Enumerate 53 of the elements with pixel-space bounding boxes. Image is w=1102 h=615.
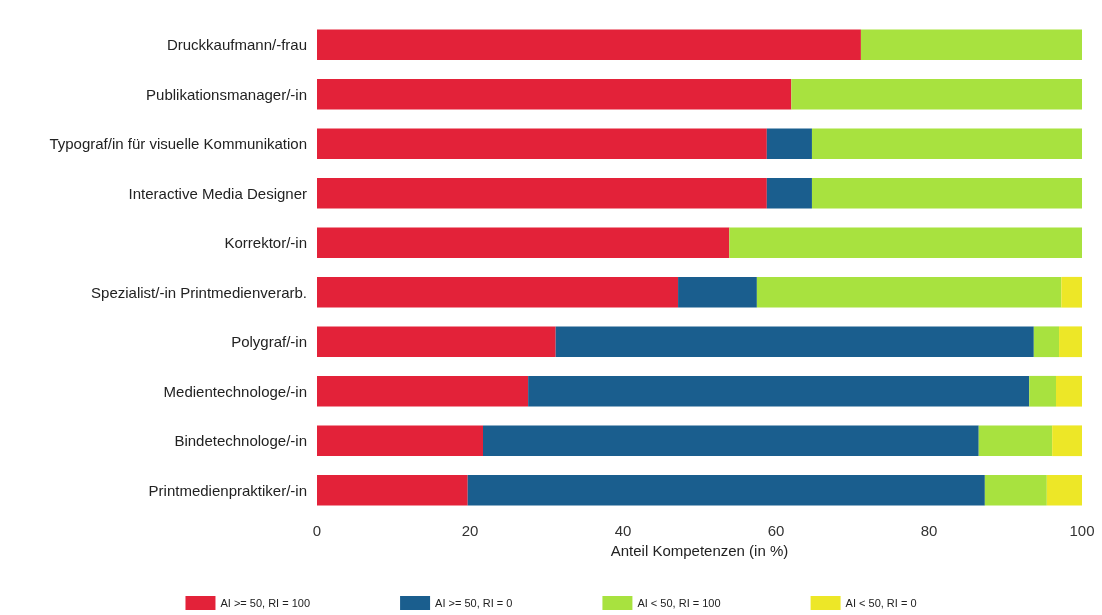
bar (317, 227, 730, 259)
bar (1029, 375, 1056, 407)
x-tick-label: 80 (920, 522, 938, 539)
bar (1052, 425, 1082, 457)
y-tick-label: Medientechnologe/-in (163, 382, 307, 400)
legend-label: AI < 50, RI = 0 (845, 597, 917, 609)
x-tick-label: 100 (1069, 522, 1095, 539)
bar (317, 375, 529, 407)
bar (1046, 474, 1082, 506)
bar (1055, 375, 1082, 407)
y-tick-label: Polygraf/-in (231, 333, 307, 351)
bar (811, 177, 1082, 209)
bar (811, 128, 1082, 160)
bar (317, 276, 679, 308)
bar (678, 276, 757, 308)
bar (766, 177, 812, 209)
bar (791, 78, 1082, 110)
bar (1061, 276, 1082, 308)
y-tick-label: Typograf/in für visuelle Kommunikation (49, 135, 307, 153)
bar (317, 78, 792, 110)
bar (528, 375, 1030, 407)
y-tick-label: Publikationsmanager/-in (146, 85, 307, 103)
x-tick-label: 0 (312, 522, 322, 539)
bar (766, 128, 812, 160)
x-tick-label: 40 (614, 522, 632, 539)
bar (555, 326, 1034, 358)
legend-label: AI >= 50, RI = 0 (435, 597, 513, 609)
x-tick-label: 60 (767, 522, 785, 539)
y-tick-label: Interactive Media Designer (128, 184, 307, 202)
bar (317, 29, 861, 61)
bar (756, 276, 1062, 308)
x-tick-label: 20 (461, 522, 479, 539)
bar (317, 326, 556, 358)
bar (1059, 326, 1082, 358)
bar (317, 474, 468, 506)
bar (483, 425, 979, 457)
legend-label: AI < 50, RI = 100 (637, 597, 721, 609)
y-tick-label: Druckkaufmann/-frau (166, 36, 307, 54)
y-tick-label: Printmedienpraktiker/-in (148, 481, 307, 499)
bar (317, 177, 767, 209)
y-tick-label: Bindetechnologe/-in (174, 432, 307, 450)
bar (860, 29, 1082, 61)
bar (317, 425, 484, 457)
x-axis-title: Anteil Kompetenzen (in %) (610, 541, 789, 559)
legend-label: AI >= 50, RI = 100 (220, 597, 311, 609)
bar (978, 425, 1053, 457)
y-tick-label: Spezialist/-in Printmedienverarb. (91, 283, 307, 301)
bar (729, 227, 1082, 259)
bar (467, 474, 985, 506)
bar (317, 128, 767, 160)
y-tick-label: Korrektor/-in (224, 234, 307, 252)
bar (984, 474, 1047, 506)
bar (1033, 326, 1060, 358)
